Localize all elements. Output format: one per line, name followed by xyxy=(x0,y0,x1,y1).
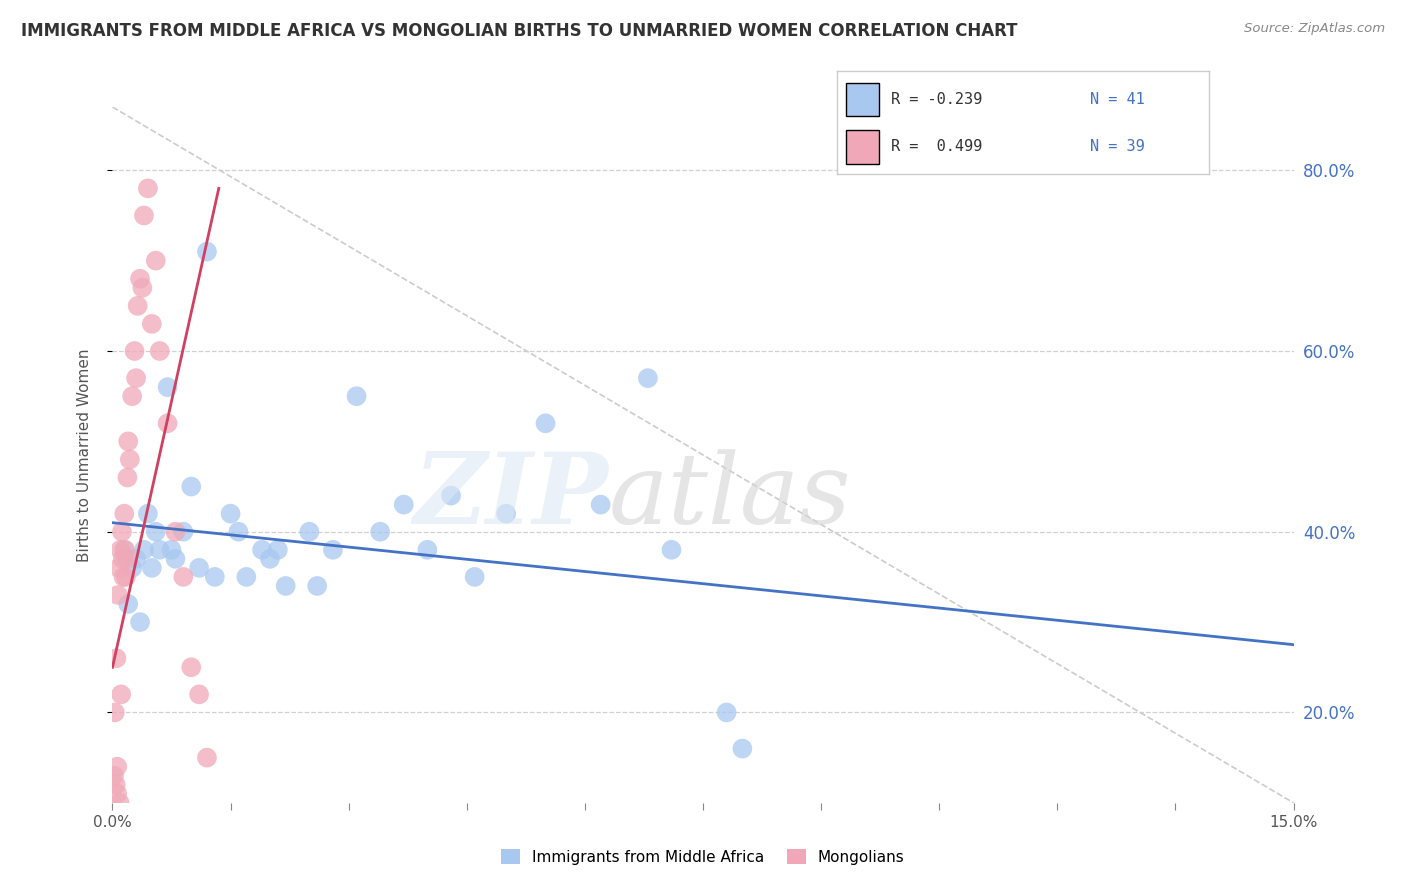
Y-axis label: Births to Unmarried Women: Births to Unmarried Women xyxy=(77,348,91,562)
Point xyxy=(204,570,226,584)
Point xyxy=(149,344,172,359)
Point xyxy=(105,787,128,801)
Point xyxy=(204,859,226,873)
Text: R = -0.239: R = -0.239 xyxy=(890,92,981,107)
Point xyxy=(637,371,659,385)
Point xyxy=(250,542,273,557)
Point xyxy=(165,524,187,539)
Point xyxy=(132,209,155,223)
Point xyxy=(416,542,439,557)
Point xyxy=(259,551,281,566)
Point xyxy=(103,769,125,783)
Point xyxy=(589,498,612,512)
Point xyxy=(219,507,242,521)
Point xyxy=(716,706,738,720)
Point xyxy=(274,579,297,593)
Point xyxy=(112,542,135,557)
Point xyxy=(392,498,415,512)
Point xyxy=(136,507,159,521)
Point xyxy=(132,542,155,557)
Point xyxy=(141,561,163,575)
Point xyxy=(110,542,132,557)
Point xyxy=(117,597,139,611)
Text: Source: ZipAtlas.com: Source: ZipAtlas.com xyxy=(1244,22,1385,36)
FancyBboxPatch shape xyxy=(846,83,879,117)
Point xyxy=(495,507,517,521)
Point xyxy=(307,579,329,593)
Point xyxy=(121,561,143,575)
Legend: Immigrants from Middle Africa, Mongolians: Immigrants from Middle Africa, Mongolian… xyxy=(502,849,904,864)
Text: ZIP: ZIP xyxy=(413,449,609,545)
Text: R =  0.499: R = 0.499 xyxy=(890,139,981,153)
Point xyxy=(124,344,146,359)
Point xyxy=(104,706,127,720)
Point xyxy=(107,588,129,602)
Point xyxy=(125,371,148,385)
FancyBboxPatch shape xyxy=(846,130,879,163)
Point xyxy=(117,434,139,449)
Point xyxy=(534,417,557,431)
Point xyxy=(322,542,344,557)
Text: atlas: atlas xyxy=(609,449,851,544)
Point xyxy=(108,796,131,810)
Point xyxy=(267,542,290,557)
Point xyxy=(111,524,134,539)
Point xyxy=(180,660,202,674)
Point xyxy=(145,524,167,539)
Point xyxy=(107,561,129,575)
Point xyxy=(235,570,257,584)
Point xyxy=(165,551,187,566)
Point xyxy=(129,615,152,629)
Point xyxy=(121,389,143,403)
Point xyxy=(112,570,135,584)
Point xyxy=(105,651,128,665)
Point xyxy=(440,489,463,503)
Text: N = 41: N = 41 xyxy=(1090,92,1144,107)
Point xyxy=(105,759,128,773)
Point xyxy=(172,524,194,539)
Point xyxy=(156,380,179,394)
Point xyxy=(118,452,141,467)
Point xyxy=(115,551,138,566)
Point xyxy=(195,750,218,764)
Point xyxy=(129,271,152,285)
Point xyxy=(180,479,202,493)
Point xyxy=(346,389,368,403)
Point xyxy=(145,253,167,268)
Point xyxy=(228,524,250,539)
Point xyxy=(160,542,183,557)
Point xyxy=(195,244,218,259)
Point xyxy=(110,687,132,701)
Point xyxy=(112,507,135,521)
Point xyxy=(127,299,149,313)
Point xyxy=(156,417,179,431)
Point xyxy=(104,778,127,792)
Point xyxy=(136,181,159,195)
Text: IMMIGRANTS FROM MIDDLE AFRICA VS MONGOLIAN BIRTHS TO UNMARRIED WOMEN CORRELATION: IMMIGRANTS FROM MIDDLE AFRICA VS MONGOLI… xyxy=(21,22,1018,40)
Point xyxy=(188,561,211,575)
Point xyxy=(114,542,136,557)
Point xyxy=(141,317,163,331)
Point xyxy=(131,281,153,295)
Point xyxy=(661,542,683,557)
Point xyxy=(115,570,138,584)
Point xyxy=(149,542,172,557)
Point xyxy=(111,551,134,566)
Point xyxy=(172,570,194,584)
Point xyxy=(117,470,139,484)
Point xyxy=(731,741,754,756)
Point xyxy=(188,687,211,701)
Point xyxy=(368,524,391,539)
Point xyxy=(464,570,486,584)
Text: N = 39: N = 39 xyxy=(1090,139,1144,153)
Point xyxy=(298,524,321,539)
Point xyxy=(125,551,148,566)
